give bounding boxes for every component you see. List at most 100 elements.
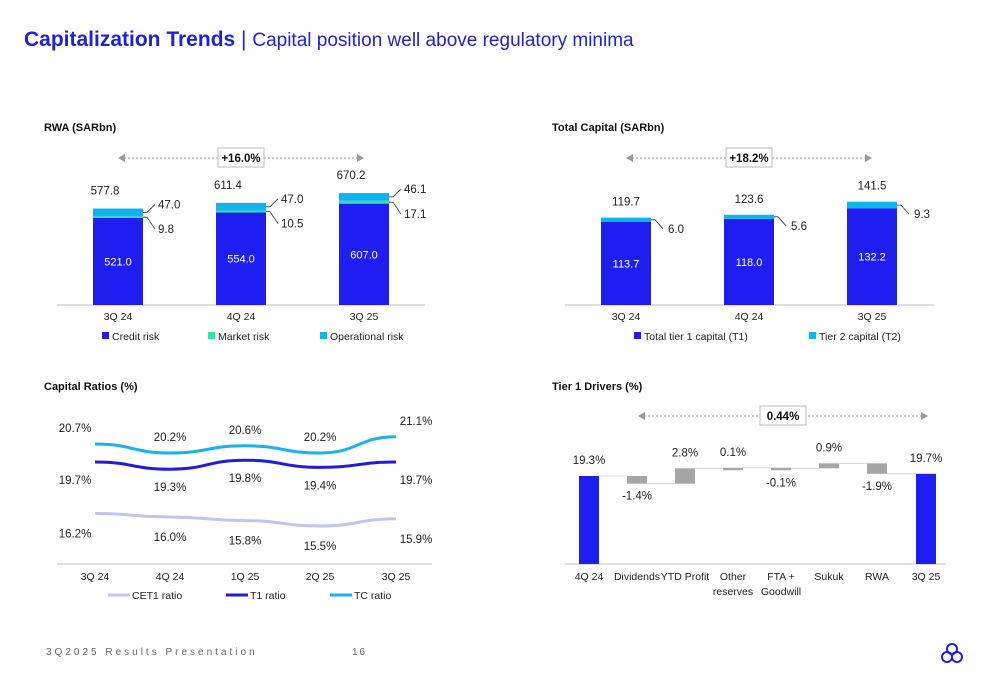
legend-t1-ratio: T1 ratio — [226, 590, 286, 602]
total-capital-value: 123.6 — [735, 194, 764, 206]
tier1-driver-value: 0.1% — [720, 447, 746, 459]
t1-ratio-value: 19.7% — [400, 475, 433, 487]
capital-growth-arrow: +18.2% — [626, 147, 872, 168]
drivers-category-line: YTD Profit — [661, 571, 710, 583]
legend-cet1-ratio: CET1 ratio — [108, 590, 182, 602]
t2-leader-line — [651, 219, 664, 230]
legend-label: Market risk — [218, 331, 270, 343]
operational-leader-line — [143, 204, 156, 213]
t2-leader-line — [774, 216, 787, 227]
cet1-ratio-value: 16.2% — [59, 528, 92, 540]
legend-label: Operational risk — [330, 331, 404, 343]
tier1-total-bar — [579, 476, 599, 564]
ratios-category-label: 1Q 25 — [231, 571, 260, 583]
t1-ratio-value: 19.4% — [304, 480, 337, 492]
credit-risk-value: 554.0 — [227, 254, 255, 266]
legend-tier2-capital: Tier 2 capital (T2) — [809, 331, 901, 343]
legend-swatch — [320, 332, 327, 339]
tier2-capital-value: 5.6 — [791, 221, 807, 233]
legend-swatch — [809, 332, 816, 339]
tier1-drivers-chart-title: Tier 1 Drivers (%) — [552, 381, 643, 393]
drivers-category-label: 3Q 25 — [912, 571, 941, 583]
drivers-category-line: 3Q 25 — [912, 571, 941, 583]
rwa-category-label: 4Q 24 — [227, 311, 256, 323]
drivers-category-label: Sukuk — [814, 571, 844, 583]
operational-risk-value: 47.0 — [281, 194, 303, 206]
tier1-driver-bar — [867, 463, 887, 474]
tier1-total-bar — [916, 473, 936, 564]
drivers-category-line: reserves — [713, 586, 753, 598]
tier1-driver-value: 19.3% — [573, 455, 606, 467]
tier2-capital-value: 6.0 — [668, 224, 684, 236]
rwa-chart-title: RWA (SARbn) — [44, 122, 117, 134]
tier2-capital-bar — [601, 217, 651, 222]
capital-ratios-chart-title: Capital Ratios (%) — [44, 381, 138, 393]
operational-risk-bar — [216, 202, 266, 211]
tier1-driver-value: -0.1% — [766, 477, 796, 489]
page-number: 16 — [352, 647, 368, 658]
market-risk-value: 9.8 — [158, 224, 174, 236]
tier1-capital-bar — [724, 218, 774, 305]
cet1-ratio-value: 15.8% — [229, 536, 262, 548]
growth-label: +16.0% — [221, 153, 260, 165]
legend-credit-risk: Credit risk — [102, 331, 160, 343]
drivers-category-line: Goodwill — [761, 586, 801, 598]
cet1-ratio-value: 15.5% — [304, 541, 337, 553]
page-title-main: Capitalization Trends — [24, 28, 236, 51]
ratios-category-label: 3Q 24 — [81, 571, 110, 583]
total-capital-value: 141.5 — [858, 181, 887, 193]
ratios-category-label: 3Q 25 — [382, 571, 411, 583]
market-risk-value: 17.1 — [404, 209, 426, 221]
operational-risk-bar — [339, 193, 389, 201]
rwa-total-value: 670.2 — [337, 170, 366, 182]
legend-label: Credit risk — [112, 331, 160, 343]
total-capital-chart-title: Total Capital (SARbn) — [552, 122, 665, 134]
tier1-driver-bar — [771, 467, 791, 471]
tc-ratio-value: 20.6% — [229, 425, 262, 437]
growth-label: +18.2% — [729, 153, 768, 165]
bank-logo-icon — [941, 643, 963, 663]
legend-label: Tier 2 capital (T2) — [819, 331, 901, 343]
drivers-category-label: RWA — [865, 571, 889, 583]
market-risk-bar — [216, 210, 266, 213]
drivers-category-label: Other reserves — [713, 571, 753, 598]
rwa-total-value: 611.4 — [214, 180, 243, 192]
tc-ratio-value: 20.7% — [59, 423, 92, 435]
t1-ratio-value: 19.3% — [154, 482, 187, 494]
growth-arrow-right-icon — [357, 154, 364, 162]
legend-label: Total tier 1 capital (T1) — [644, 331, 748, 343]
tier1-capital-value: 118.0 — [736, 257, 763, 269]
legend-label: T1 ratio — [250, 590, 286, 602]
tier1-driver-bar — [627, 476, 647, 484]
capital-category-label: 3Q 24 — [612, 311, 641, 323]
t1-ratio-value: 19.8% — [229, 473, 262, 485]
drivers-category-line: RWA — [865, 571, 889, 583]
drivers-category-label: YTD Profit — [661, 571, 710, 583]
cet1-ratio-value: 16.0% — [154, 532, 187, 544]
legend-operational-risk: Operational risk — [320, 331, 404, 343]
tier1-driver-bar — [675, 468, 695, 484]
rwa-growth-arrow: +16.0% — [118, 147, 364, 168]
footer-presentation-name: 3Q2025 Results Presentation — [46, 647, 258, 658]
legend-swatch — [634, 332, 641, 339]
legend-label: TC ratio — [354, 590, 392, 602]
drivers-category-line: 4Q 24 — [575, 571, 604, 583]
legend-market-risk: Market risk — [208, 331, 270, 343]
rwa-category-label: 3Q 25 — [350, 311, 379, 323]
credit-risk-bar — [93, 217, 143, 305]
tier1-driver-bar — [819, 463, 839, 469]
market-leader-line — [266, 211, 279, 224]
tc-ratio-value: 21.1% — [400, 416, 433, 428]
growth-label-box — [725, 147, 773, 168]
market-risk-bar — [339, 200, 389, 204]
operational-risk-value: 47.0 — [158, 199, 180, 211]
credit-risk-bar — [339, 203, 389, 305]
drivers-category-line: Sukuk — [814, 571, 844, 583]
growth-label-box — [217, 147, 265, 168]
tier2-capital-value: 9.3 — [914, 209, 930, 221]
title-separator: | — [241, 28, 247, 51]
growth-arrow-right-icon — [865, 154, 872, 162]
